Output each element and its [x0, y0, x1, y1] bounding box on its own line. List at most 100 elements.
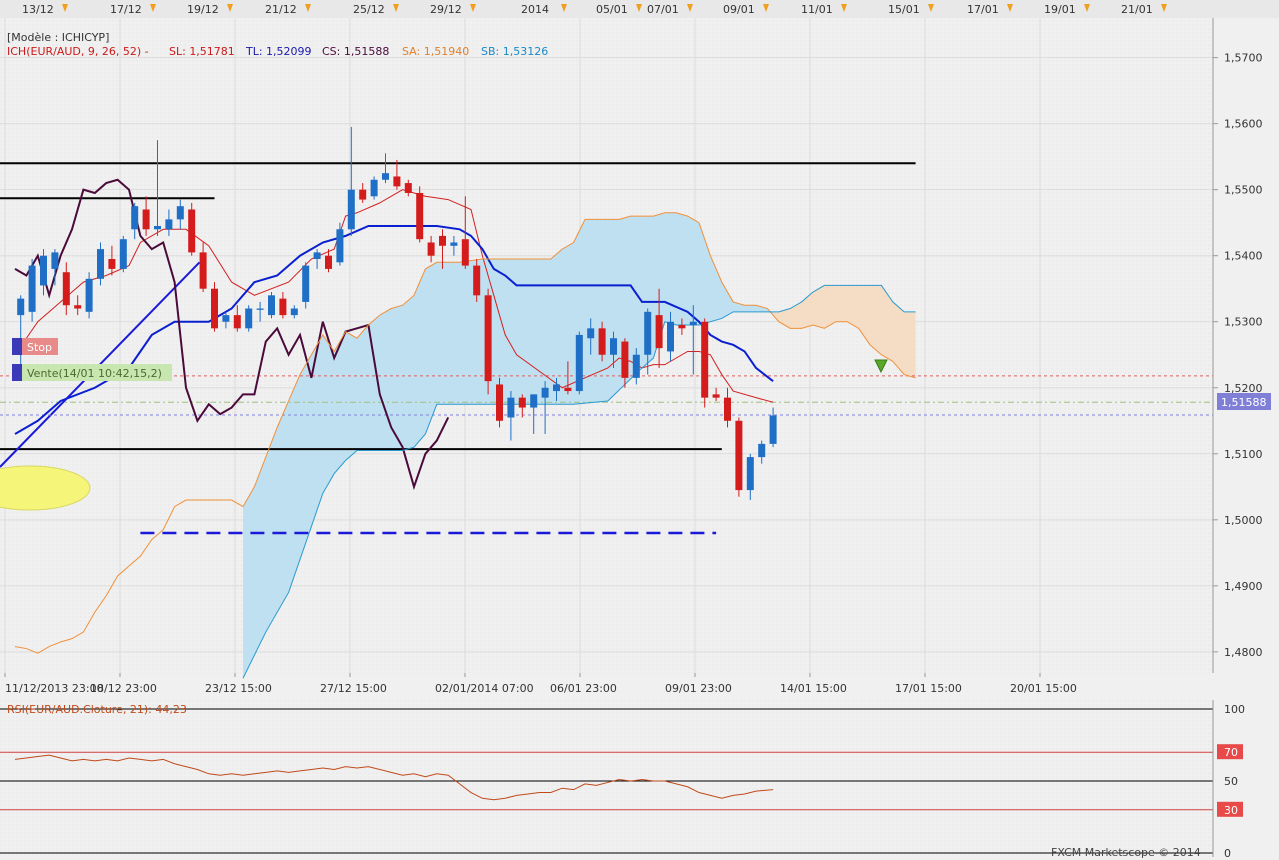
- x-tick-label: 23/12 15:00: [205, 682, 272, 695]
- legend-cs: CS: 1,51588: [322, 45, 389, 58]
- rsi-axis-label: 70: [1224, 746, 1238, 759]
- candle-body: [74, 305, 82, 309]
- top-date-marker-icon: [763, 4, 769, 12]
- candle-body: [211, 288, 218, 329]
- candle-body: [51, 252, 59, 269]
- rsi-level-tag-bg: [1217, 801, 1243, 817]
- x-tick-label: 17/01 15:00: [895, 682, 962, 695]
- candle-body: [667, 321, 674, 352]
- candle-body: [347, 189, 355, 230]
- candle-body: [439, 235, 446, 246]
- top-date-marker-icon: [1084, 4, 1090, 12]
- candle-body: [587, 328, 595, 339]
- rsi-level-tag-bg: [1217, 744, 1243, 760]
- candle-body: [336, 229, 344, 263]
- indicator-legend: [Modèle : ICHICYP] ICH(EUR/AUD, 9, 26, 5…: [7, 31, 548, 58]
- stop-order-label: Stop: [27, 341, 52, 354]
- top-date-marker-icon: [150, 4, 156, 12]
- candle-body: [119, 239, 127, 269]
- rsi-panel-background: [0, 700, 1213, 857]
- x-tick-label: 02/01/2014 07:00: [435, 682, 534, 695]
- current-price-value: 1,51588: [1221, 396, 1267, 409]
- top-date-label: 07/01: [647, 3, 679, 16]
- rsi-axis-label: 50: [1224, 775, 1238, 788]
- candle-body: [507, 397, 515, 418]
- copyright-text: FXCM Marketscope © 2014: [1051, 846, 1201, 859]
- candle-body: [769, 415, 777, 444]
- rsi-axis-label: 30: [1224, 804, 1238, 817]
- top-date-label: 17/01: [967, 3, 999, 16]
- sell-arrow-icon[interactable]: [874, 359, 888, 374]
- candle-body: [746, 457, 754, 491]
- stop-order-tag[interactable]: Stop: [12, 338, 58, 355]
- candle-body: [199, 252, 207, 289]
- x-tick-label: 09/01 23:00: [665, 682, 732, 695]
- candle-body: [97, 249, 104, 279]
- sell-order-tag[interactable]: Vente(14/01 10:42,15,2): [12, 364, 172, 381]
- top-date-label: 25/12: [353, 3, 385, 16]
- candle-body: [302, 265, 310, 302]
- series-chikou: [14, 178, 450, 491]
- top-date-marker-icon: [1007, 4, 1013, 12]
- legend-sb: SB: 1,53126: [481, 45, 548, 58]
- x-tick-label: 14/01 15:00: [780, 682, 847, 695]
- legend-model: [Modèle : ICHICYP]: [7, 31, 109, 44]
- candle-body: [644, 311, 652, 355]
- y-tick-label: 1,5200: [1224, 382, 1263, 395]
- rsi-line: [14, 754, 774, 801]
- top-date-marker-icon: [561, 4, 567, 12]
- top-date-marker-icon: [841, 4, 847, 12]
- top-date-marker-icon: [636, 4, 642, 12]
- candle-body: [416, 192, 424, 240]
- x-tick-label: 11/12/2013 23:00: [5, 682, 104, 695]
- sell-order-handle[interactable]: [12, 364, 22, 381]
- candle-body: [382, 173, 389, 180]
- top-date-labels: 13/12 17/12 19/12 21/12 25/12 29/12 2014 05/01 0…: [22, 3, 1167, 16]
- candle-body: [496, 384, 503, 421]
- candle-body: [188, 209, 196, 253]
- kumo-segment: [243, 212, 774, 679]
- candle-body: [541, 387, 549, 398]
- candle-body: [142, 209, 150, 230]
- candle-body: [256, 308, 264, 310]
- legend-tl: TL: 1,52099: [245, 45, 312, 58]
- candle-body: [484, 295, 492, 382]
- candle-body: [313, 252, 321, 260]
- top-date-marker-icon: [393, 4, 399, 12]
- top-date-marker-icon: [928, 4, 934, 12]
- candle-body: [575, 334, 583, 392]
- candle-body: [712, 394, 720, 398]
- candle-body: [735, 420, 743, 491]
- candle-body: [678, 325, 686, 329]
- top-date-label: 19/01: [1044, 3, 1076, 16]
- ichimoku-cloud: [243, 212, 916, 679]
- top-date-label: 19/12: [187, 3, 219, 16]
- stop-order-handle[interactable]: [12, 338, 22, 355]
- candle-body: [473, 265, 481, 296]
- candle-body: [518, 397, 526, 408]
- top-date-marker-icon: [687, 4, 693, 12]
- x-tick-label: 18/12 23:00: [90, 682, 157, 695]
- candle-body: [233, 315, 241, 329]
- top-date-label: 05/01: [596, 3, 628, 16]
- top-date-marker-icon: [62, 4, 68, 12]
- candle-body: [632, 354, 640, 378]
- legend-sa: SA: 1,51940: [402, 45, 469, 58]
- candle-body: [290, 308, 298, 316]
- y-tick-label: 1,5700: [1224, 52, 1263, 65]
- candle-body: [393, 176, 401, 187]
- y-tick-label: 1,5100: [1224, 448, 1263, 461]
- candle-body: [165, 219, 173, 230]
- candle-body: [610, 338, 617, 355]
- y-tick-label: 1,5600: [1224, 118, 1263, 131]
- x-tick-label: 06/01 23:00: [550, 682, 617, 695]
- top-date-marker-icon: [1161, 4, 1167, 12]
- candle-body: [62, 272, 70, 306]
- highlight-ellipse[interactable]: [0, 465, 91, 511]
- candle-body: [245, 308, 253, 329]
- candle-body: [28, 265, 36, 312]
- candle-body: [598, 328, 606, 355]
